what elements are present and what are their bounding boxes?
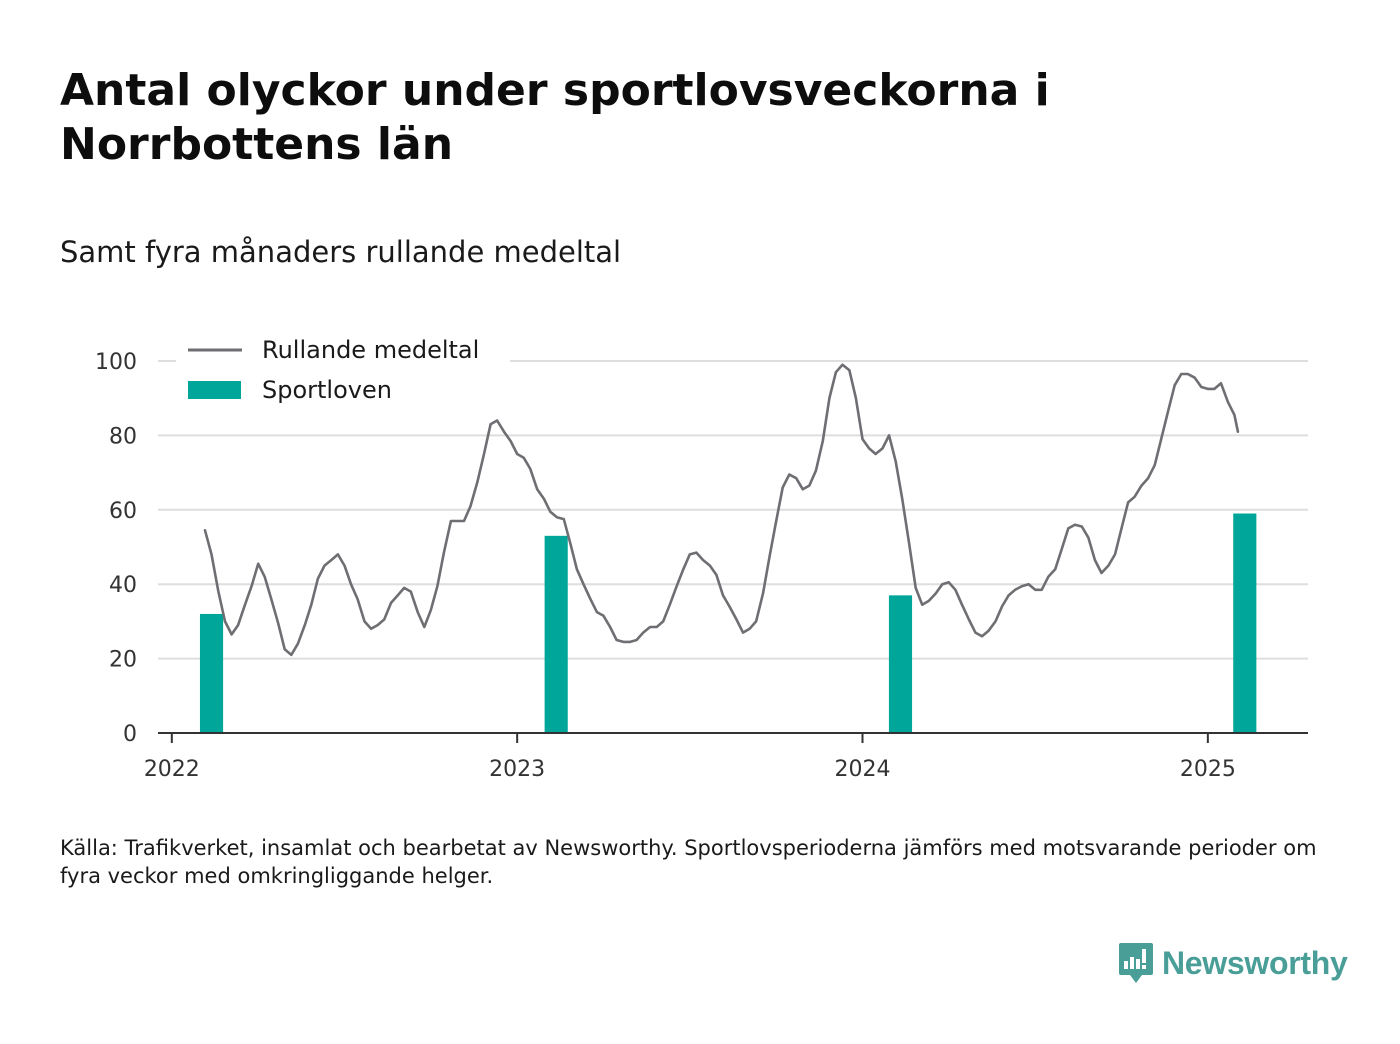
x-tick-label-2024: 2024 — [835, 757, 891, 782]
x-tick-label-2022: 2022 — [144, 757, 200, 782]
y-tick-label-100: 100 — [95, 350, 137, 375]
newsworthy-logo: Newsworthy — [1118, 940, 1348, 986]
chart: 0 20 40 60 80 100 2022 2023 2024 2025 Rullande m… — [95, 332, 1308, 782]
newsworthy-logo-text: Newsworthy — [1162, 944, 1348, 981]
legend-background — [176, 332, 510, 418]
chart-title: Antal olyckor under sportlovsveckorna i … — [60, 65, 1050, 170]
bar-series-sportloven — [199, 513, 1257, 733]
x-tick-label-2025: 2025 — [1180, 757, 1236, 782]
y-tick-label-40: 40 — [109, 573, 137, 598]
y-axis: 0 20 40 60 80 100 — [95, 350, 137, 747]
legend: Rullande medeltal Sportloven — [176, 332, 510, 418]
y-tick-label-20: 20 — [109, 648, 137, 673]
x-axis: 2022 2023 2024 2025 — [144, 733, 1236, 782]
x-tick-label-2023: 2023 — [489, 757, 545, 782]
bar-sportloven-1 — [199, 613, 224, 733]
chart-subtitle: Samt fyra månaders rullande medeltal — [60, 235, 622, 269]
legend-label-line: Rullande medeltal — [262, 336, 479, 364]
y-tick-label-80: 80 — [109, 424, 137, 449]
legend-bar-swatch — [188, 381, 241, 399]
line-series-rullande-medeltal — [203, 363, 1240, 657]
newsworthy-logo-icon — [1119, 943, 1153, 983]
bar-sportloven-2 — [544, 535, 568, 733]
source-note: Källa: Trafikverket, insamlat och bearbe… — [60, 836, 1317, 888]
bar-sportloven-4 — [1233, 513, 1257, 733]
y-tick-label-0: 0 — [123, 722, 137, 747]
y-tick-label-60: 60 — [109, 499, 137, 524]
bar-sportloven-3 — [888, 595, 913, 733]
legend-label-bar: Sportloven — [262, 376, 392, 404]
